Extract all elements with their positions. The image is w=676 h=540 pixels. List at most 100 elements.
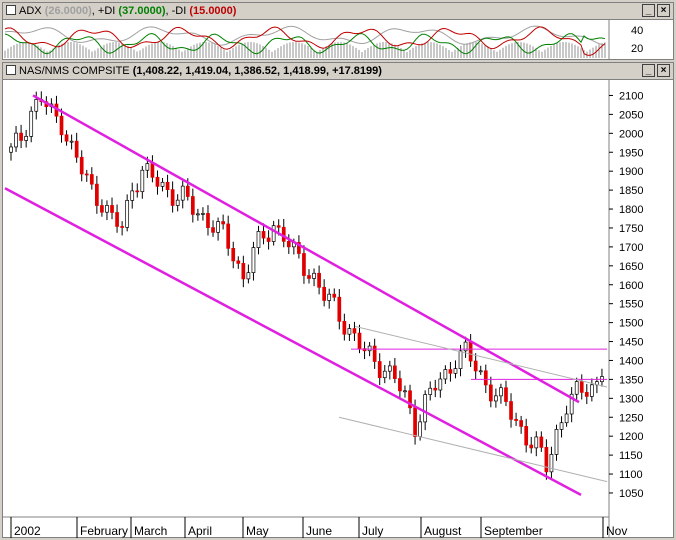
candle-down — [95, 183, 99, 206]
price-tick-label: 1800 — [619, 204, 643, 216]
price-panel: NAS/NMS COMPSITE (1,408.22, 1,419.04, 1,… — [2, 62, 674, 538]
candle-up — [554, 429, 559, 455]
price-tick-label: 1700 — [619, 242, 643, 254]
candle-up — [569, 393, 574, 415]
candle-down — [413, 407, 417, 437]
adx-minimize-button[interactable]: _ — [642, 4, 655, 17]
candle-up — [494, 395, 498, 402]
candle-up — [549, 454, 554, 473]
candle-down — [231, 248, 236, 262]
minus-di-label: -DI — [171, 5, 187, 17]
price-tick-label: 2100 — [619, 90, 643, 102]
candle-up — [403, 390, 407, 393]
indicator-icon — [6, 5, 16, 15]
candle-down — [286, 241, 291, 248]
candle-up — [463, 341, 468, 352]
adx-line — [4, 25, 606, 46]
candle-up — [140, 169, 145, 193]
candle-down — [155, 176, 160, 187]
candle-down — [236, 260, 241, 264]
adx-tick-40: 40 — [631, 25, 643, 37]
candle-down — [170, 189, 175, 206]
candle-up — [24, 136, 29, 141]
candle-down — [529, 444, 534, 449]
candle-down — [190, 196, 195, 215]
candle-down — [393, 365, 397, 379]
candle-up — [453, 368, 458, 374]
candle-down — [352, 328, 357, 334]
candle-down — [473, 360, 478, 372]
candle-down — [150, 163, 155, 178]
price-tick-label: 1650 — [619, 261, 643, 273]
candle-up — [9, 146, 13, 153]
price-tick-label: 1500 — [619, 318, 643, 330]
candle-down — [504, 387, 508, 402]
price-tick-label: 1350 — [619, 374, 643, 386]
price-minimize-button[interactable]: _ — [642, 64, 655, 77]
candle-up — [367, 345, 372, 352]
candle-down — [84, 173, 89, 176]
candle-down — [539, 436, 544, 448]
candle-down — [342, 320, 347, 335]
candle-up — [564, 413, 569, 424]
price-tick-label: 1600 — [619, 280, 643, 292]
price-tick-label: 1200 — [619, 431, 643, 443]
candle-down — [110, 205, 114, 213]
time-axis-label: June — [306, 524, 332, 538]
candle-up — [428, 387, 433, 395]
candle-down — [165, 181, 170, 190]
time-axis-label: Nov — [606, 524, 627, 538]
adx-close-button[interactable]: × — [657, 4, 670, 17]
price-tick-label: 1900 — [619, 166, 643, 178]
candle-up — [438, 378, 443, 391]
price-axis-ticks: 2100 2050 2000 1950 1900 1850 1800 1750 1700 1650… — [609, 90, 643, 500]
price-titlebar[interactable]: NAS/NMS COMPSITE (1,408.22, 1,419.04, 1,… — [3, 63, 673, 80]
price-tick-label: 1100 — [619, 469, 643, 481]
time-axis-label: March — [134, 524, 167, 538]
candle-down — [59, 115, 64, 136]
time-axis-label: August — [424, 524, 462, 538]
time-axis-label: September — [484, 524, 543, 538]
candle-up — [443, 369, 448, 380]
candle-up — [160, 181, 165, 187]
candle-up — [180, 185, 185, 201]
price-tick-label: 1300 — [619, 393, 643, 405]
price-tick-label: 2050 — [619, 109, 643, 121]
candle-down — [74, 140, 79, 158]
candle-up — [201, 213, 205, 215]
candle-up — [382, 370, 387, 379]
candle-down — [317, 272, 321, 288]
candle-down — [89, 174, 94, 185]
price-tick-label: 2000 — [619, 128, 643, 140]
candle-down — [221, 221, 225, 225]
candle-up — [458, 350, 463, 369]
candle-up — [256, 231, 261, 248]
candle-up — [29, 110, 34, 137]
price-tick-label: 1250 — [619, 412, 643, 424]
adx-titlebar[interactable]: ADX (26.0000), +DI (37.0000), -DI (15.00… — [3, 3, 673, 20]
candle-down — [64, 134, 69, 142]
candle-up — [312, 272, 316, 279]
plus-di-label: +DI — [97, 5, 116, 17]
candle-down — [226, 223, 231, 249]
candle-down — [488, 384, 493, 402]
time-axis-label: April — [188, 524, 212, 538]
candle-down — [514, 418, 518, 421]
price-tick-label: 1400 — [619, 355, 643, 367]
candle-down — [276, 225, 281, 228]
candle-down — [519, 420, 523, 427]
candle-down — [322, 286, 327, 301]
price-close-button[interactable]: × — [657, 64, 670, 77]
time-axis-label: July — [362, 524, 383, 538]
candle-up — [271, 225, 276, 242]
candle-up — [347, 328, 352, 335]
time-axis-label: 2002 — [14, 524, 41, 538]
candle-down — [398, 378, 402, 392]
adx-panel: ADX (26.0000), +DI (37.0000), -DI (15.00… — [2, 2, 674, 60]
candle-down — [206, 213, 210, 228]
candle-down — [185, 185, 190, 197]
price-tick-label: 1850 — [619, 185, 643, 197]
candle-up — [418, 421, 422, 437]
candle-down — [448, 369, 453, 374]
ohlc-readout: (1,408.22, 1,419.04, 1,386.52, 1,418.99,… — [132, 65, 382, 77]
